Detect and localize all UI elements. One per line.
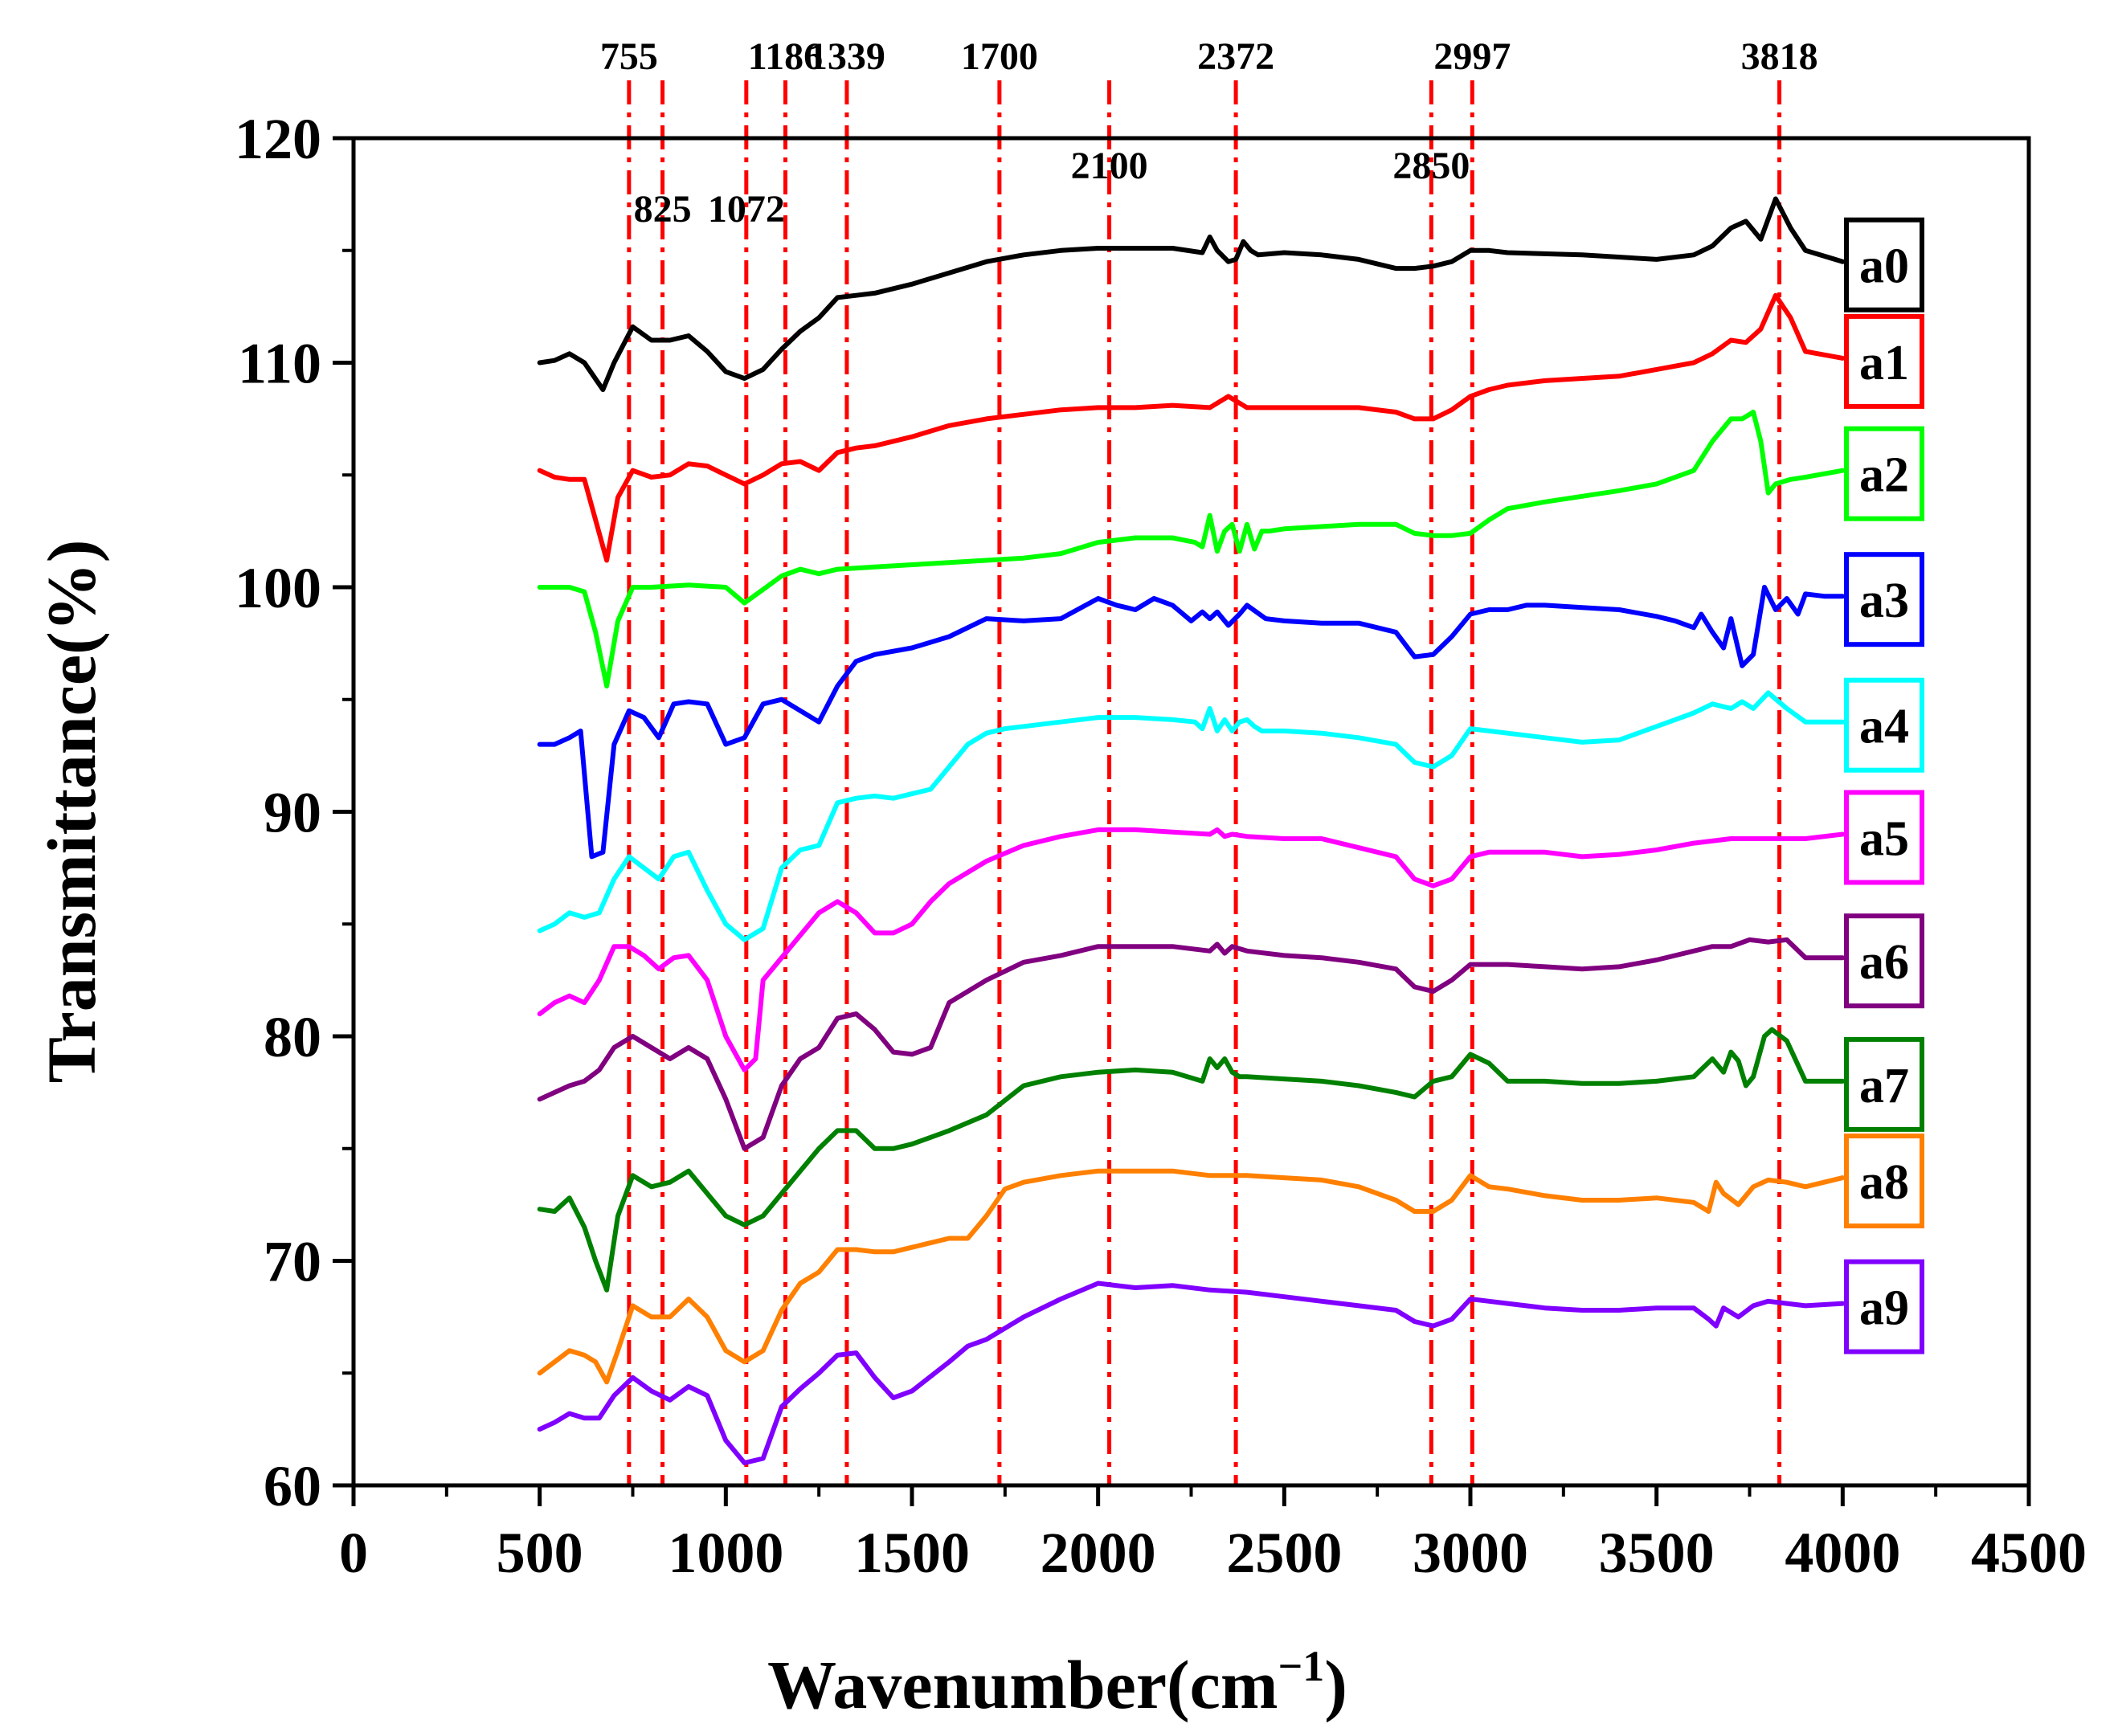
y-axis: 60 70 80 90 100 110 120 (235, 107, 354, 1518)
legend-box (1844, 1259, 1924, 1354)
series-line-a8 (537, 1168, 1846, 1385)
x-axis-label-main: Wavenumber(cm (767, 1646, 1278, 1723)
legend-label: a8 (1859, 1155, 1909, 1210)
reference-label: 1186 (748, 35, 823, 78)
reference-label: 2372 (1197, 35, 1274, 78)
series-line-a9 (537, 1281, 1846, 1465)
series-line-a0 (537, 196, 1846, 392)
x-tick-label: 2500 (1226, 1521, 1342, 1585)
legend: a0 a1 a2 a3 a4 a5 a6 a7 a8 a9 (1844, 217, 1924, 1354)
x-axis: 0 500 1000 1500 2000 2500 3000 3500 4000 4500 (339, 1485, 2087, 1585)
x-tick-label: 3000 (1413, 1521, 1528, 1585)
legend-item-a5: a5 (1844, 790, 1924, 885)
legend-label: a5 (1859, 811, 1909, 866)
y-tick-label: 120 (235, 107, 321, 171)
reference-label: 2997 (1433, 35, 1511, 78)
x-tick-label: 2000 (1041, 1521, 1156, 1585)
x-tick-label: 4000 (1785, 1521, 1900, 1585)
series-line-a7 (537, 1027, 1846, 1293)
legend-label: a3 (1859, 574, 1909, 628)
series-line-a2 (537, 410, 1846, 688)
legend-label: a2 (1859, 448, 1909, 503)
y-tick-label: 110 (238, 332, 321, 396)
reference-lines (627, 80, 1782, 1485)
series-lines (537, 196, 1846, 1465)
y-tick-label: 80 (264, 1005, 321, 1069)
x-tick-label: 1500 (854, 1521, 970, 1585)
legend-box (1844, 790, 1924, 885)
reference-label: 825 (634, 188, 692, 231)
legend-item-a1: a1 (1844, 313, 1924, 409)
reference-label: 1072 (708, 188, 785, 231)
legend-box (1844, 426, 1924, 521)
series-line-a4 (537, 690, 1846, 942)
series-line-a3 (537, 585, 1846, 860)
legend-box (1844, 677, 1924, 773)
x-axis-label-close: ) (1324, 1646, 1347, 1723)
legend-label: a4 (1859, 700, 1909, 754)
legend-box (1844, 1134, 1924, 1229)
legend-item-a9: a9 (1844, 1259, 1924, 1354)
y-tick-label: 100 (235, 556, 321, 620)
x-axis-label: Wavenumber(cm−1) (767, 1642, 1347, 1723)
y-tick-label: 90 (264, 781, 321, 845)
legend-item-a8: a8 (1844, 1134, 1924, 1229)
legend-label: a1 (1859, 336, 1909, 390)
reference-label: 1339 (808, 35, 885, 78)
legend-box (1844, 552, 1924, 647)
legend-item-a0: a0 (1844, 217, 1924, 312)
x-tick-label: 500 (497, 1521, 583, 1585)
x-tick-label: 0 (339, 1521, 368, 1585)
legend-label: a6 (1859, 935, 1909, 990)
reference-label: 2850 (1392, 145, 1470, 187)
reference-label: 1700 (961, 35, 1038, 78)
reference-label: 2100 (1071, 145, 1148, 187)
legend-label: a0 (1859, 239, 1909, 294)
series-line-a5 (537, 827, 1846, 1072)
legend-box (1844, 313, 1924, 409)
y-tick-label: 70 (264, 1230, 321, 1294)
legend-item-a4: a4 (1844, 677, 1924, 773)
legend-item-a7: a7 (1844, 1036, 1924, 1132)
legend-label: a7 (1859, 1059, 1909, 1113)
legend-box (1844, 1036, 1924, 1132)
legend-box (1844, 913, 1924, 1009)
y-tick-label: 60 (264, 1454, 321, 1518)
series-line-a6 (537, 937, 1846, 1151)
y-axis-label: Transmittance(%) (33, 540, 110, 1084)
series-line-a1 (537, 292, 1846, 563)
legend-item-a6: a6 (1844, 913, 1924, 1009)
reference-label: 755 (600, 35, 658, 78)
x-tick-label: 1000 (668, 1521, 783, 1585)
legend-item-a2: a2 (1844, 426, 1924, 521)
x-tick-label: 4500 (1971, 1521, 2087, 1585)
x-tick-label: 3500 (1599, 1521, 1715, 1585)
legend-label: a9 (1859, 1281, 1909, 1336)
x-axis-label-exponent: −1 (1278, 1642, 1324, 1690)
legend-box (1844, 217, 1924, 312)
legend-item-a3: a3 (1844, 552, 1924, 647)
reference-label: 3818 (1741, 35, 1818, 78)
